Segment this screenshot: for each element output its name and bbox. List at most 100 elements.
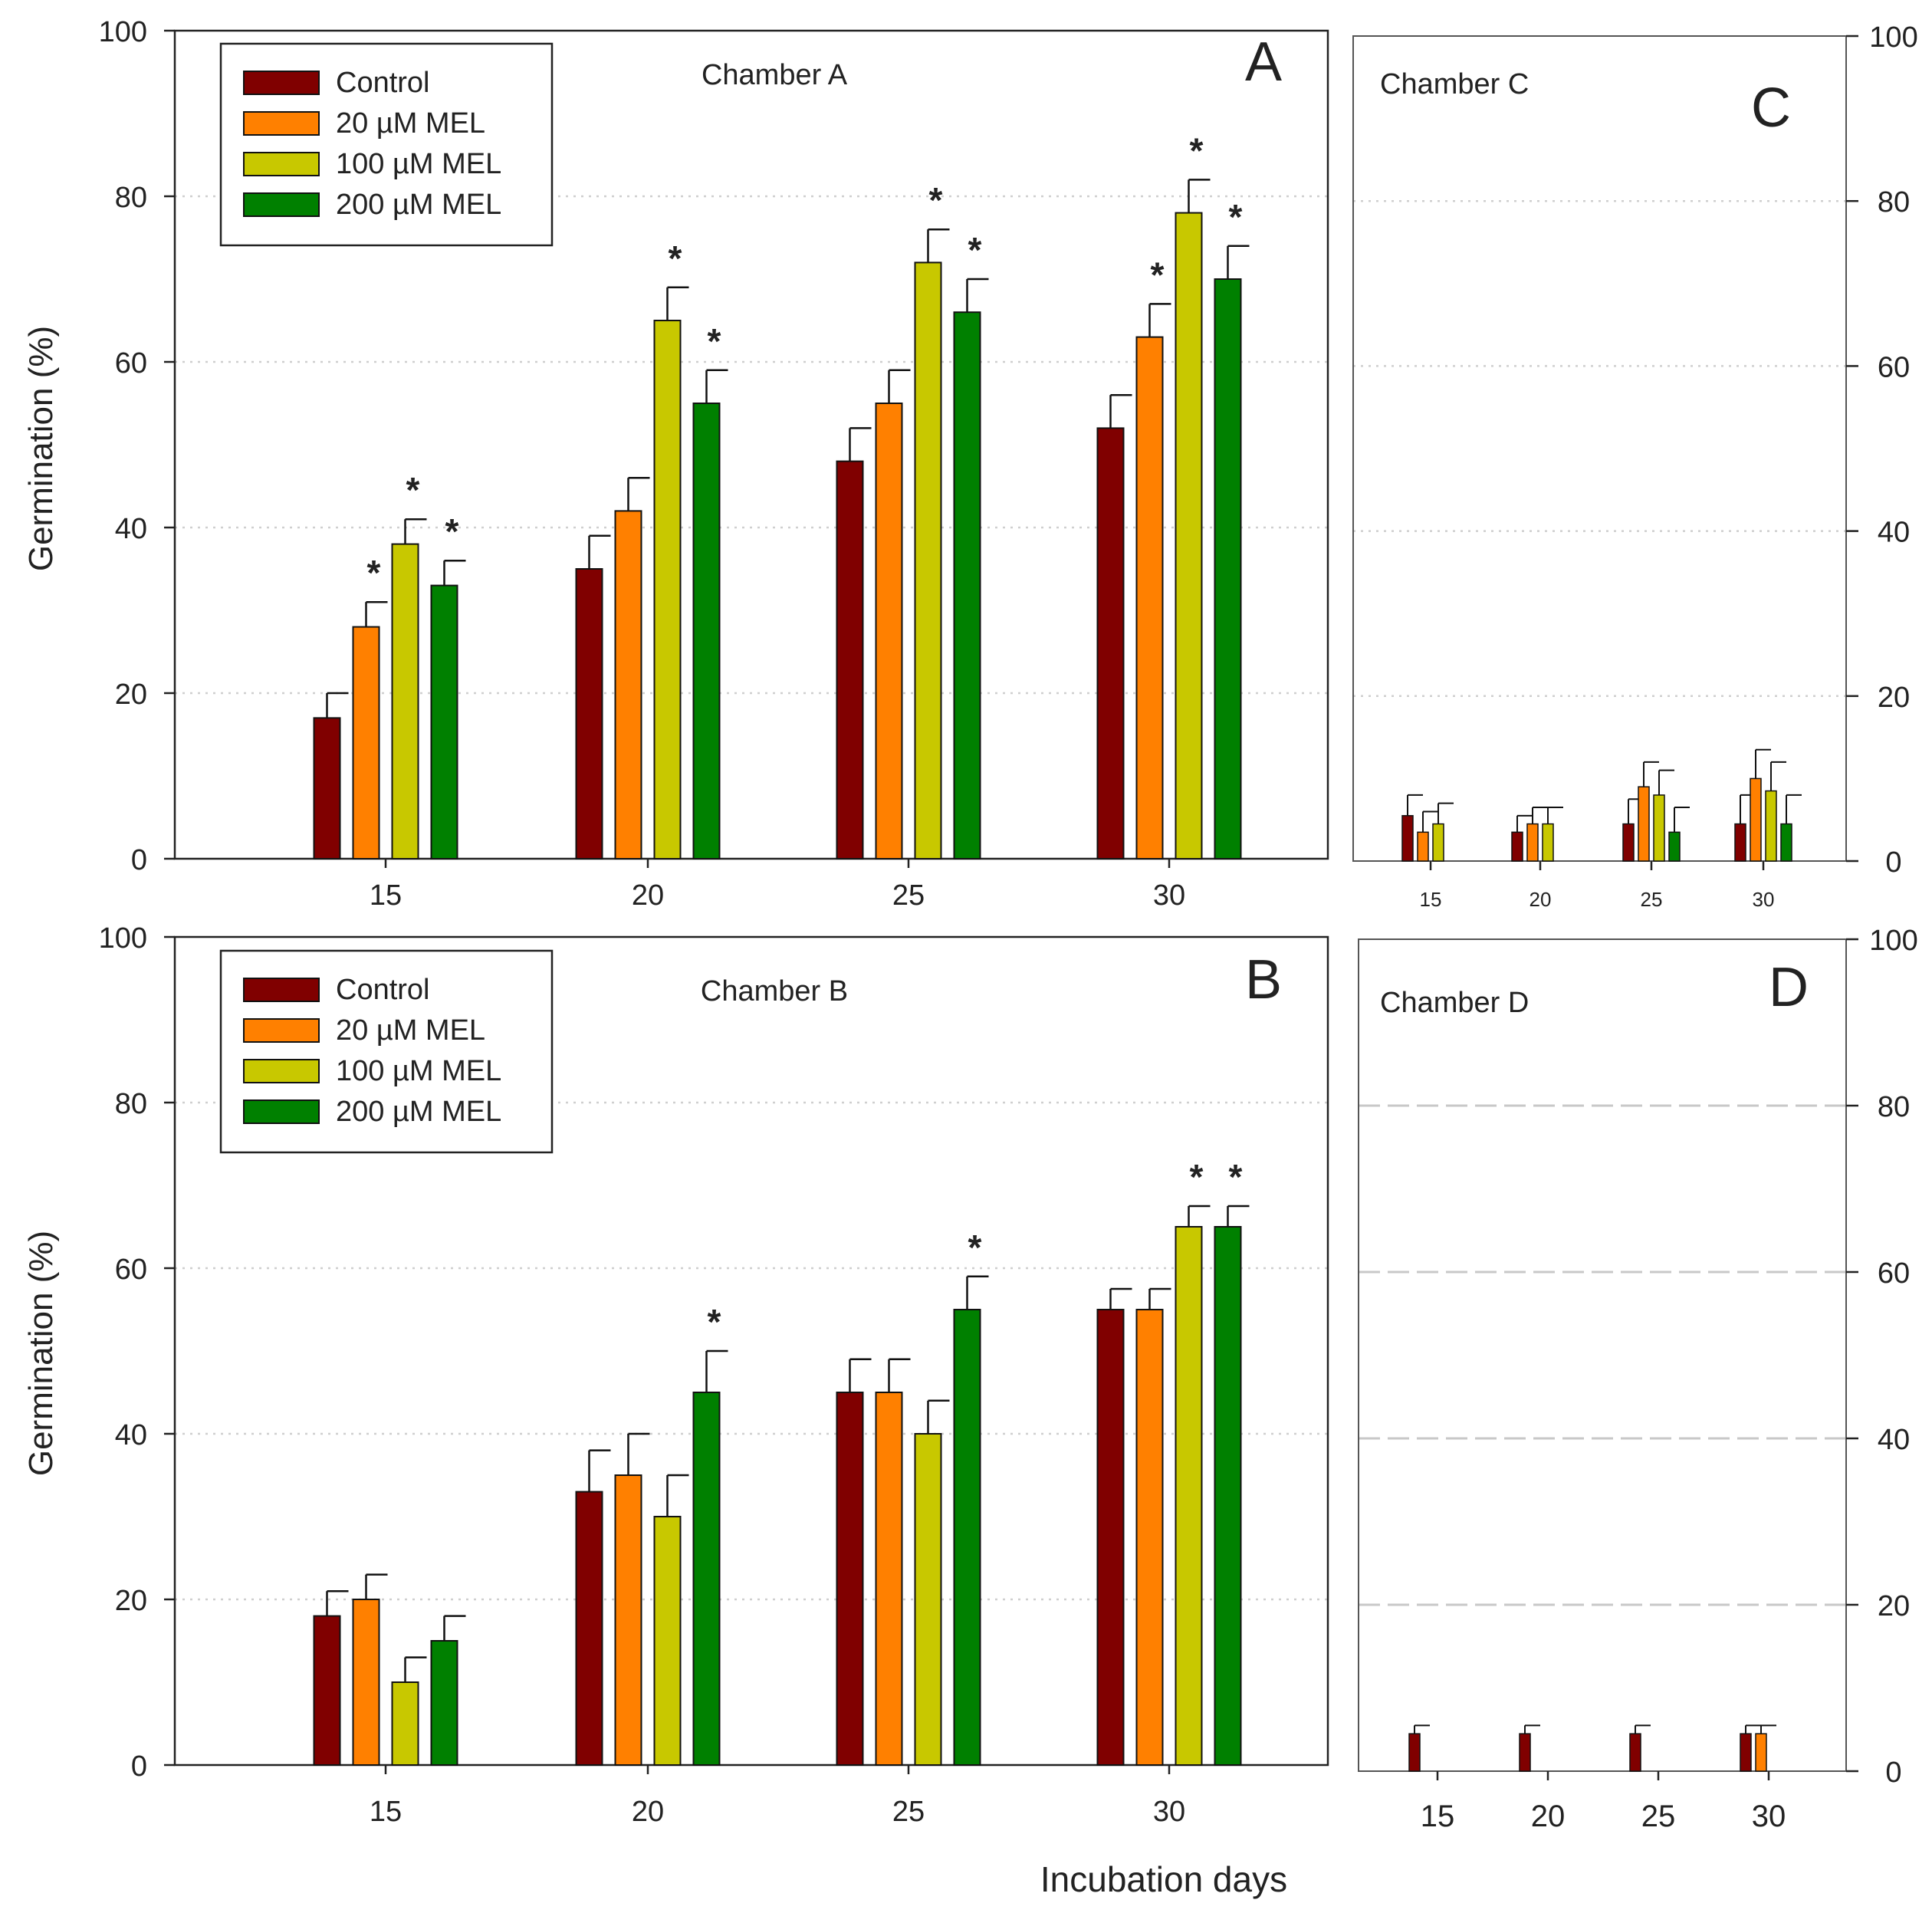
panel-a-letter: A	[1245, 31, 1282, 93]
panel-a-bar-control	[836, 460, 864, 860]
panel-d-y-tick-label: 60	[1878, 1257, 1910, 1290]
panel-c-y-tick-label: 20	[1878, 682, 1910, 714]
panel-a-bar-100-um-mel	[653, 320, 682, 860]
panel-d-bar-control	[1740, 1733, 1752, 1772]
panel-c-category-label: 25	[1641, 888, 1663, 911]
panel-b-category-label: 15	[370, 1796, 402, 1828]
panel-c-bar-100-um-mel	[1765, 790, 1777, 862]
panel-d-category-label: 30	[1752, 1800, 1786, 1833]
panel-d-category-label: 20	[1531, 1800, 1566, 1833]
panel-c-bar-100-um-mel	[1653, 794, 1665, 862]
panel-a-significance-mark: *	[1229, 197, 1243, 237]
panel-a-bar-control	[313, 717, 341, 860]
panel-b-bar-20-um-mel	[352, 1599, 380, 1766]
panel-b-y-tick-label: 60	[115, 1254, 147, 1286]
panel-chamber-a: 0 20 40 60 80 100 15 20 25 30 * * * * * * * * * * Chamber A A…	[99, 16, 1329, 912]
panel-a-frame	[173, 29, 1329, 860]
panel-a-bar-control	[575, 568, 603, 860]
panel-b-significance-mark: *	[708, 1302, 721, 1342]
panel-d-bar-control	[1629, 1733, 1641, 1772]
panel-b-title: Chamber B	[701, 975, 848, 1007]
panel-b-category-label: 20	[632, 1796, 664, 1828]
panel-a-bar-200-um-mel	[430, 584, 458, 860]
panel-c-bar-200-um-mel	[1668, 831, 1681, 862]
panel-a-bar-control	[1096, 427, 1125, 860]
panel-d-y-tick-label: 40	[1878, 1424, 1910, 1456]
panel-d-category-label: 15	[1421, 1800, 1455, 1833]
panel-a-legend-swatch-200-um-mel	[243, 192, 320, 217]
panel-a-significance-mark: *	[708, 321, 721, 361]
panel-c-bar-control	[1734, 823, 1746, 862]
panel-chamber-c: 0 20 40 60 80 100 15 20 25 30 Chamber C C	[1352, 21, 1918, 911]
panel-a-significance-mark: *	[406, 470, 420, 510]
panel-c-y-tick-label: 100	[1869, 21, 1917, 54]
panel-d-y-tick-label: 0	[1885, 1757, 1901, 1789]
panel-a-bar-200-um-mel	[692, 403, 721, 860]
panel-b-legend-swatch-200-um-mel	[243, 1099, 320, 1124]
panel-b-bar-100-um-mel	[914, 1433, 942, 1766]
panel-c-bar-control	[1622, 823, 1635, 862]
panel-c-category-label: 20	[1530, 888, 1552, 911]
panel-d-letter: D	[1769, 957, 1809, 1018]
panel-b-letter: B	[1245, 949, 1282, 1011]
panel-b-bar-control	[1096, 1309, 1125, 1766]
panel-c-bar-20-um-mel	[1638, 786, 1650, 862]
panel-b-bar-100-um-mel	[1175, 1226, 1203, 1766]
panel-a-category-label: 25	[892, 879, 925, 912]
panel-b-bar-20-um-mel	[1135, 1309, 1164, 1766]
panel-c-y-tick-label: 40	[1878, 517, 1910, 549]
panel-a-y-tick-label: 0	[131, 844, 147, 876]
y-axis-label-bottom: Germination (%)	[22, 1231, 60, 1476]
panel-a-y-tick-label: 100	[99, 16, 147, 48]
panel-c-bar-20-um-mel	[1750, 777, 1762, 862]
panel-c-y-tick-label: 60	[1878, 351, 1910, 383]
panel-b-legend-swatch-100-um-mel	[243, 1059, 320, 1083]
panel-c-title: Chamber C	[1380, 68, 1529, 100]
panel-b-bar-200-um-mel	[1214, 1226, 1242, 1766]
panel-b-category-label: 25	[892, 1796, 925, 1828]
panel-b-y-tick-label: 20	[115, 1585, 147, 1617]
panel-a-bar-100-um-mel	[1175, 212, 1203, 860]
panel-a-bar-100-um-mel	[391, 543, 419, 860]
panel-a-category-label: 20	[632, 879, 664, 912]
panel-b-significance-mark: *	[1190, 1157, 1204, 1197]
panel-a-bar-20-um-mel	[1135, 336, 1164, 860]
panel-chamber-d: 0 20 40 60 80 100 15 20 25 30 Chamber D D	[1358, 925, 1918, 1833]
panel-b-bar-100-um-mel	[653, 1516, 682, 1766]
panel-c-frame	[1352, 35, 1847, 862]
panel-c-category-label: 30	[1753, 888, 1775, 911]
panel-a-significance-mark: *	[929, 180, 943, 220]
panel-c-bar-200-um-mel	[1780, 823, 1792, 862]
panel-c-bar-control	[1511, 831, 1523, 862]
panel-d-y-tick-label: 80	[1878, 1091, 1910, 1123]
panel-c-category-label: 15	[1420, 888, 1442, 911]
panel-b-legend-label-100-um-mel: 100 µM MEL	[336, 1055, 501, 1087]
panel-b-category-label: 30	[1153, 1796, 1185, 1828]
panel-d-y-tick-label: 100	[1869, 925, 1917, 957]
panel-b-significance-mark: *	[1229, 1157, 1243, 1197]
panel-b-y-tick-label: 40	[115, 1419, 147, 1451]
panel-b-legend-label-control: Control	[336, 974, 430, 1006]
panel-a-y-tick-label: 20	[115, 679, 147, 711]
panel-a-legend-label-200-um-mel: 200 µM MEL	[336, 189, 501, 221]
panel-d-category-label: 25	[1641, 1800, 1676, 1833]
panel-c-letter: C	[1751, 77, 1791, 139]
panel-b-bar-100-um-mel	[391, 1681, 419, 1766]
panel-b-bar-control	[575, 1491, 603, 1766]
panel-b-bar-20-um-mel	[875, 1392, 903, 1766]
panel-b-bar-200-um-mel	[692, 1392, 721, 1766]
panel-d-y-tick-label: 20	[1878, 1590, 1910, 1622]
panel-d-bar-control	[1408, 1733, 1421, 1772]
panel-b-legend-label-20-um-mel: 20 µM MEL	[336, 1014, 485, 1047]
panel-b-bar-200-um-mel	[953, 1309, 981, 1766]
panel-a-category-label: 30	[1153, 879, 1185, 912]
panel-a-y-tick-label: 60	[115, 347, 147, 380]
panel-chamber-b: 0 20 40 60 80 100 15 20 25 30 * * * * Chamber B B Contro…	[99, 922, 1329, 1828]
panel-a-category-label: 15	[370, 879, 402, 912]
panel-a-significance-mark: *	[1190, 130, 1204, 170]
panel-a-significance-mark: *	[1151, 255, 1165, 294]
panel-c-y-tick-label: 80	[1878, 186, 1910, 219]
panel-a-legend-label-control: Control	[336, 67, 430, 99]
panel-b-bar-20-um-mel	[614, 1474, 642, 1766]
